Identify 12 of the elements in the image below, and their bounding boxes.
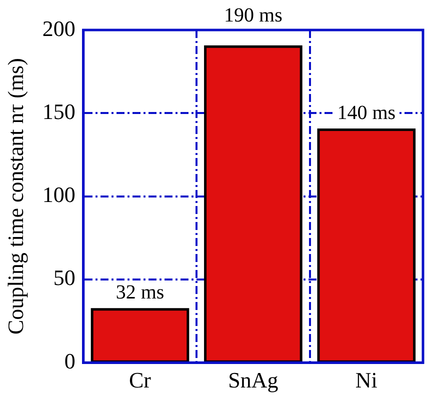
y-tick-label: 150 (42, 98, 76, 124)
y-tick-label: 100 (42, 182, 76, 208)
y-tick-label: 200 (42, 16, 76, 41)
data-label: 32 ms (116, 282, 164, 304)
x-tick-label: SnAg (228, 368, 278, 393)
y-tick-label: 50 (53, 265, 76, 290)
y-tick-label: 0 (64, 348, 76, 374)
x-tick-label: Cr (129, 368, 152, 393)
x-tick-label: Ni (355, 368, 378, 393)
data-label: 190 ms (224, 4, 283, 26)
y-axis-title: Coupling time constant nτ (ms) (2, 58, 28, 335)
data-label: 140 ms (337, 102, 396, 124)
